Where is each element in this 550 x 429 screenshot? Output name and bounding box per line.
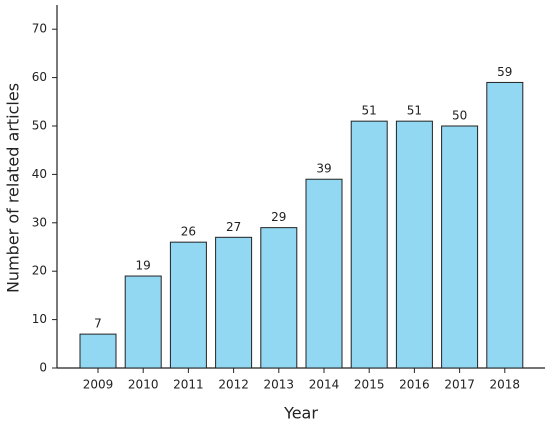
bar <box>215 236 253 369</box>
x-tick-label: 2016 <box>399 378 430 392</box>
data-label: 59 <box>497 65 512 79</box>
y-tick-label: 0 <box>39 361 47 375</box>
bar <box>169 241 207 369</box>
bar <box>260 227 298 369</box>
data-label: 51 <box>407 104 422 118</box>
x-tick-label: 2017 <box>444 378 475 392</box>
bar <box>350 120 388 369</box>
y-tick-label: 20 <box>32 264 47 278</box>
y-tick-label: 50 <box>32 119 47 133</box>
y-tick-label: 10 <box>32 312 47 326</box>
data-label: 19 <box>136 259 151 273</box>
y-axis-label: Number of related articles <box>4 83 23 293</box>
y-tick-label: 40 <box>32 167 47 181</box>
x-tick-label: 2015 <box>354 378 385 392</box>
data-label: 7 <box>94 317 102 331</box>
data-label: 29 <box>271 210 286 224</box>
data-label: 50 <box>452 109 467 123</box>
data-label: 26 <box>181 225 196 239</box>
bar <box>486 81 524 369</box>
x-tick-label: 2014 <box>309 378 340 392</box>
x-tick-label: 2011 <box>173 378 204 392</box>
x-tick-label: 2010 <box>128 378 159 392</box>
bar <box>124 275 162 369</box>
bar <box>441 125 479 369</box>
y-tick-label: 30 <box>32 215 47 229</box>
x-tick-label: 2009 <box>83 378 114 392</box>
data-label: 39 <box>316 162 331 176</box>
y-tick-label: 70 <box>32 22 47 36</box>
bar <box>305 178 343 369</box>
data-label: 51 <box>362 104 377 118</box>
y-tick-label: 60 <box>32 70 47 84</box>
x-tick-label: 2013 <box>264 378 295 392</box>
x-tick-label: 2012 <box>218 378 249 392</box>
bar <box>79 333 117 369</box>
bar <box>395 120 433 369</box>
x-tick-label: 2018 <box>490 378 521 392</box>
data-label: 27 <box>226 220 241 234</box>
x-axis-label: Year <box>283 404 318 423</box>
